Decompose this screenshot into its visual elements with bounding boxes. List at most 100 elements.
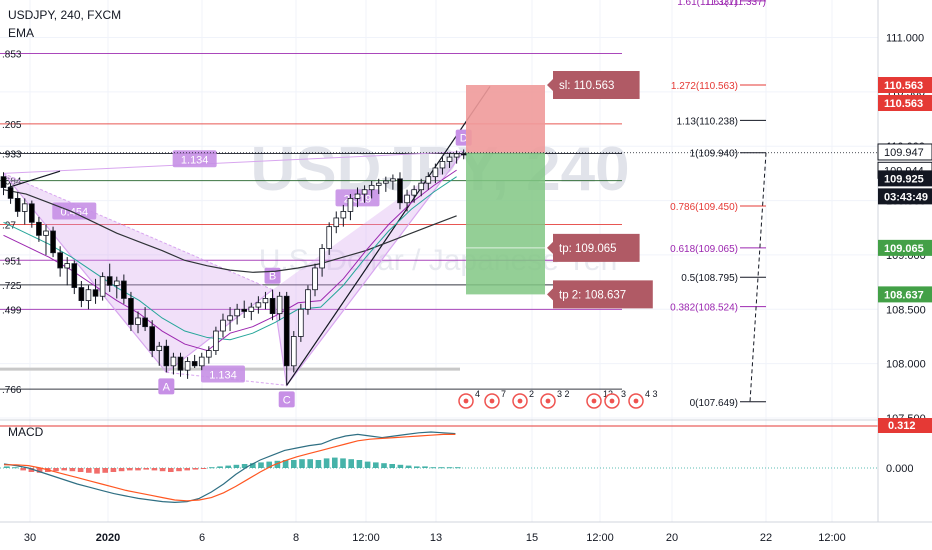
- pattern-xd: [3, 151, 464, 174]
- candle-body: [248, 306, 255, 312]
- macd-histogram-bar: [332, 457, 338, 468]
- sl-label: sl: 110.563: [559, 80, 614, 92]
- level-label: .205: [2, 120, 22, 131]
- macd-histogram-bar: [184, 468, 190, 471]
- stop-loss-zone: [466, 85, 545, 153]
- price-tag-label: 110.563: [884, 98, 923, 110]
- macd-histogram-bar: [381, 463, 387, 468]
- watermark-ticker: USDJPY, 240: [250, 135, 629, 204]
- level-label: .853: [2, 49, 22, 60]
- candle-body: [305, 289, 311, 310]
- time-tick-label: 6: [199, 532, 205, 544]
- take-profit-zone: [466, 152, 545, 295]
- candle-body: [71, 263, 78, 288]
- candle-body: [368, 184, 375, 191]
- pattern-point-label: A: [163, 381, 171, 393]
- event-count: 7: [501, 389, 506, 399]
- candle-body: [347, 197, 354, 212]
- macd-histogram-bar: [397, 464, 404, 468]
- time-tick-label: 12:00: [818, 532, 846, 544]
- macd-histogram-bar: [86, 468, 92, 473]
- macd-histogram-bar: [373, 462, 379, 468]
- macd-histogram-bar: [241, 464, 248, 468]
- pattern-ratio-box: [172, 150, 217, 168]
- price-tag-box: [878, 95, 932, 112]
- macd-histogram-bar: [299, 459, 305, 468]
- macd-histogram-bar: [28, 468, 35, 472]
- macd-histogram-bar: [127, 468, 133, 471]
- symbol-title: USDJPY, 240, FXCM: [8, 8, 121, 22]
- candle-body: [269, 298, 276, 315]
- level-label: .499: [2, 305, 22, 316]
- level-label: .684: [2, 177, 22, 188]
- macd-histogram-bar: [389, 464, 395, 468]
- price-tag-box: [878, 239, 932, 256]
- candle-body: [149, 326, 155, 351]
- macd-histogram-bar: [274, 460, 281, 468]
- macd-histogram-bar: [291, 460, 297, 468]
- macd-histogram-bar: [110, 468, 117, 472]
- price-tag-label: 109.925: [884, 173, 924, 185]
- ema-indicator-label: EMA: [8, 26, 34, 40]
- pattern-point-label: B: [269, 271, 276, 283]
- event-flag-dot: [545, 398, 551, 404]
- fib-label: 0(107.649): [690, 398, 738, 409]
- macd-histogram-bar: [364, 461, 371, 468]
- event-count: 2: [529, 389, 534, 399]
- ema-slow-line: [3, 189, 457, 273]
- time-tick-label: 22: [760, 532, 772, 544]
- macd-histogram-bar: [348, 459, 354, 468]
- candle-body: [121, 280, 127, 299]
- macd-histogram-bar: [258, 462, 264, 468]
- macd-histogram-bar: [307, 459, 313, 468]
- candle-body: [0, 176, 7, 188]
- time-tick-label: 30: [24, 532, 36, 544]
- event-count: 12: [603, 389, 613, 399]
- macd-value-tag-box: [878, 418, 932, 433]
- macd-line: [3, 431, 456, 504]
- macd-histogram-bar: [356, 460, 363, 468]
- candle-body: [340, 211, 347, 219]
- pattern-point-box: [278, 391, 295, 408]
- macd-histogram-bar: [77, 468, 84, 472]
- pattern-ratio-label: 1.134: [209, 370, 237, 382]
- fib-label: 1.272(110.563): [671, 81, 738, 92]
- candle-body: [298, 308, 304, 337]
- macd-histogram-bar: [53, 468, 59, 472]
- level-label: .933: [2, 149, 22, 160]
- fib-label: 1.61(111.337): [677, 0, 738, 8]
- macd-value-tag: 0.312: [888, 420, 916, 432]
- ema-fast-line: [3, 176, 457, 341]
- candle-body: [319, 248, 325, 269]
- candle-body: [312, 267, 318, 291]
- time-tick-label: 8: [293, 532, 299, 544]
- macd-histogram-bar: [135, 468, 141, 471]
- candle-body: [92, 289, 99, 297]
- candle-body: [234, 308, 240, 317]
- price-tag-box: [878, 286, 932, 303]
- candle-body: [326, 226, 332, 249]
- candle-body: [375, 182, 382, 186]
- candle-body: [283, 295, 290, 367]
- pattern-ratio-box: [52, 202, 97, 220]
- pattern-point-label: D: [460, 133, 468, 145]
- candle-body: [206, 350, 212, 358]
- macd-histogram-bar: [209, 467, 215, 469]
- event-flag-dot: [633, 398, 639, 404]
- macd-histogram-bar: [446, 467, 453, 469]
- tp-label: tp: 109.065: [559, 243, 617, 255]
- macd-histogram-bar: [323, 458, 330, 468]
- candle-body: [135, 317, 141, 325]
- event-count: 4: [475, 389, 480, 399]
- price-tag-label: 03:43:49: [884, 191, 928, 203]
- macd-indicator-label: MACD: [8, 425, 44, 439]
- event-flag-dot: [609, 398, 615, 404]
- candle-body: [390, 178, 396, 182]
- candle-body: [64, 263, 71, 269]
- time-tick-label: 13: [430, 532, 442, 544]
- price-tick-label: 108.500: [886, 304, 926, 316]
- macd-tick-label: 0.000: [886, 463, 914, 475]
- event-flag-dot: [463, 398, 469, 404]
- fib-top-label: 1.61(111.337): [705, 0, 766, 8]
